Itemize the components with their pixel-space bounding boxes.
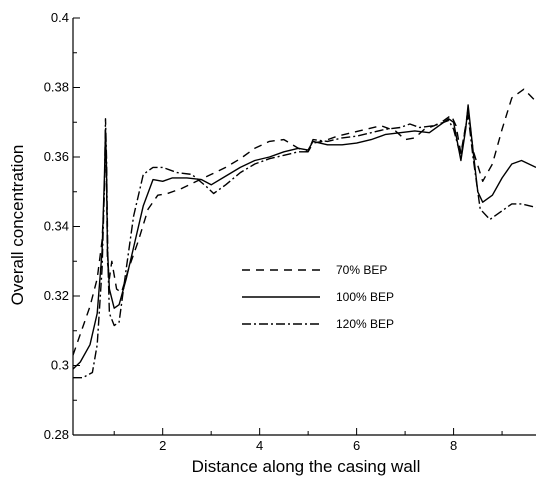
y-tick-label: 0.3 [51,358,69,373]
legend-label-1: 70% BEP [336,263,387,277]
legend-label-3: 120% BEP [336,317,394,331]
y-tick-label: 0.32 [44,288,69,303]
y-tick-label: 0.38 [44,80,69,95]
y-tick-label: 0.4 [51,10,69,25]
series-line-1 [73,88,536,356]
x-tick-label: 8 [450,438,457,453]
axes: 0.28 0.3 0.32 0.34 0.36 0.38 0.4 2 4 6 8 [44,10,536,453]
legend-label-2: 100% BEP [336,290,394,304]
x-tick-label: 6 [353,438,360,453]
series-line-2 [73,104,536,370]
x-tick-label: 4 [256,438,263,453]
plot-lines [73,88,536,379]
x-axis-title: Distance along the casing wall [192,457,421,476]
y-tick-label: 0.36 [44,149,69,164]
y-tick-label: 0.34 [44,219,69,234]
y-tick-label: 0.28 [44,427,69,442]
legend: 70% BEP 100% BEP 120% BEP [242,263,394,331]
series-line-3 [73,114,536,379]
x-tick-label: 2 [159,438,166,453]
y-axis-title: Overall concentration [8,145,27,306]
